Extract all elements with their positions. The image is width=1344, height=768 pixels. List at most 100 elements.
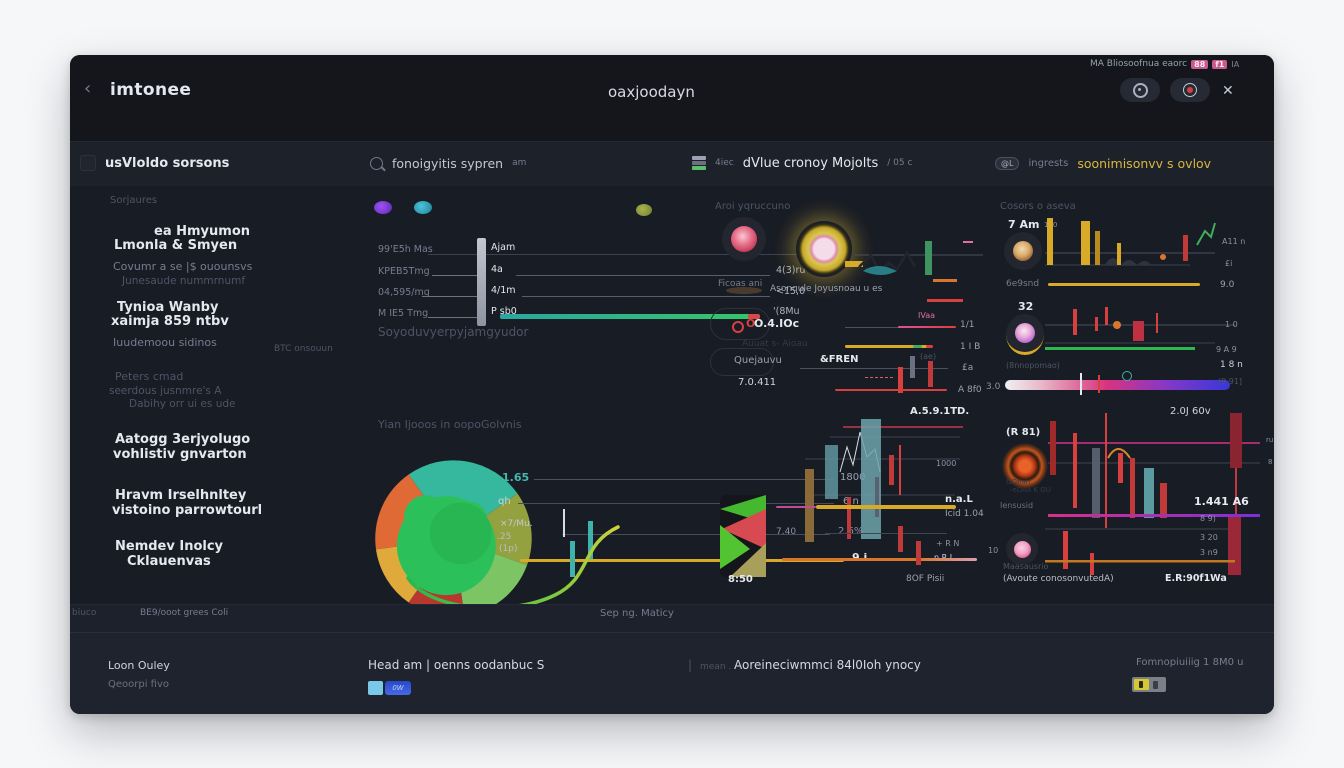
row-ghost-label: Auuat s- Aioau xyxy=(742,339,808,349)
candlestick-chart xyxy=(805,419,963,542)
ladder-center-bar[interactable] xyxy=(477,238,486,326)
row-value: 1 I B xyxy=(960,342,981,352)
sidebar-side-note: BTC onsouun xyxy=(274,344,333,354)
status-suffix: IA xyxy=(1231,59,1240,69)
sidebar-item[interactable]: Lmonla & Smyen xyxy=(114,238,238,253)
avatar-highlighted[interactable] xyxy=(796,221,852,277)
gradient-bar-marker xyxy=(1122,371,1132,381)
avatar[interactable] xyxy=(1004,232,1042,270)
toolbar-suffix: am xyxy=(512,158,527,168)
sidebar-item[interactable]: Cklauenvas xyxy=(127,554,211,569)
pie-tick xyxy=(563,509,565,537)
row-title: (R 81) xyxy=(1006,427,1041,438)
toolbar-group-layers[interactable]: 4iec dVlue cronoy Mojolts / 05 c xyxy=(692,141,912,185)
row-bar-red xyxy=(928,361,933,387)
row-value: (9 91] xyxy=(1218,377,1243,386)
avatar-orange[interactable] xyxy=(1002,443,1048,489)
ladder-mid-label: Ajam xyxy=(491,242,516,253)
avatar-shadow xyxy=(726,287,762,294)
row-value: A11 n xyxy=(1222,237,1246,246)
pill-outline[interactable] xyxy=(710,348,774,376)
pie-callout-value: 1800 xyxy=(840,472,866,483)
row-value: 9 A 9 xyxy=(1216,345,1237,354)
layers-icon xyxy=(692,156,706,170)
sidebar-item[interactable]: xaimja 859 ntbv xyxy=(111,314,229,329)
avatar[interactable] xyxy=(1006,533,1038,565)
back-icon[interactable]: ‹ xyxy=(84,78,92,99)
sidebar-item[interactable]: Peters cmad xyxy=(115,370,184,383)
row-left-label: OO6ah xyxy=(1006,478,1031,486)
sidebar-item[interactable]: Dabihy orr ui es ude xyxy=(129,398,236,410)
row-left-label: -eDAa K OU xyxy=(1010,486,1051,494)
row-left-label: 6e9snd xyxy=(1006,279,1040,289)
triangles-glyph xyxy=(720,495,766,577)
pie-chart[interactable] xyxy=(366,451,541,626)
row-title: 7 Am xyxy=(1008,218,1040,231)
yellow-line xyxy=(1048,283,1200,286)
sidebar-item[interactable]: Hravm Irselhnltey xyxy=(115,488,247,503)
toolbar-label: soonimisonvv s ovlov xyxy=(1077,155,1212,171)
toolbar-prefix: ingrests xyxy=(1028,157,1069,169)
sidebar-item[interactable]: vistoino parrowtourl xyxy=(112,503,263,518)
gradient-progress-bar[interactable] xyxy=(1005,380,1230,390)
row-bar-gray xyxy=(910,356,915,378)
pill-outline[interactable] xyxy=(710,308,770,340)
callout-line xyxy=(518,503,834,504)
footer-blue-badge[interactable]: 0W xyxy=(368,681,411,695)
badge-swatch xyxy=(368,681,383,695)
record-button[interactable] xyxy=(1170,78,1210,102)
pie-teal-bar xyxy=(570,541,575,577)
triangles-icon[interactable] xyxy=(720,495,766,577)
avatar[interactable] xyxy=(722,217,766,261)
pie-teal-bar xyxy=(588,521,593,559)
candle-chart-title: A.5.9.1TD. xyxy=(910,406,970,417)
pie-label: .25 xyxy=(497,532,512,542)
sidebar-item[interactable]: Iuudemoou sidinos xyxy=(113,336,217,349)
pie-callout-value: 1.65 xyxy=(502,471,530,484)
ladder-row-label: 04,595/mg xyxy=(378,287,430,298)
legend-dot-teal xyxy=(414,201,432,214)
footer-center-text: Head am | oenns oodanbuc S xyxy=(368,658,545,672)
sidebar-item[interactable]: Covumr a se |$ ouounsvs xyxy=(113,260,253,273)
band-right-label: Sep ng. Maticy xyxy=(600,608,674,619)
ladder-line xyxy=(422,296,478,297)
row-line xyxy=(845,327,945,328)
dashed-marker xyxy=(865,377,893,378)
ladder-line xyxy=(432,275,478,276)
sidebar-item[interactable]: seerdous jusnmre's A xyxy=(109,385,222,397)
row-value: £i xyxy=(1225,259,1233,268)
footer-mid-text: Aoreineciwmmci 84l0Ioh ynocy xyxy=(734,658,921,672)
sidebar-item[interactable]: vohlistiv gnvarton xyxy=(113,447,247,462)
candle-value: n R L xyxy=(934,553,954,562)
footer-left-subtitle: Qeoorpi fivo xyxy=(108,679,170,690)
toolbar-group-summary[interactable]: @L ingrests soonimisonvv s ovlov xyxy=(995,141,1211,185)
close-icon[interactable]: ✕ xyxy=(1222,83,1234,99)
row-value: 2.0J 60v xyxy=(1170,406,1211,417)
badge-figure xyxy=(1139,681,1143,688)
row-accent-line xyxy=(898,326,956,328)
status-badge: f1 xyxy=(1212,59,1228,69)
footer-separator: | xyxy=(688,658,693,672)
row-mid-label: &FREN xyxy=(820,354,859,365)
toolbar-group-views[interactable]: usVloldo sorsons xyxy=(80,141,229,185)
camera-button[interactable] xyxy=(1120,78,1160,102)
row-value: 1/1 xyxy=(960,320,975,330)
row-value: 8 9) xyxy=(1200,514,1216,523)
sidebar-item[interactable]: Tynioa Wanby xyxy=(117,300,219,315)
row-left-label: Maasausrio xyxy=(1003,562,1049,571)
ladder-row-label: KPEB5Tmg xyxy=(378,266,430,277)
sidebar-item[interactable]: Junesaude nummrnumf xyxy=(122,275,246,287)
sidebar-item[interactable]: Nemdev Inolcy xyxy=(115,539,224,554)
sidebar-item[interactable]: ea Hmyumon xyxy=(154,224,251,239)
sidebar-item[interactable]: Aatogg 3erjyolugo xyxy=(115,432,251,447)
badge-label: 0W xyxy=(385,681,411,695)
avatar-core xyxy=(1013,241,1033,261)
toolbar-suffix: / 05 c xyxy=(887,158,913,168)
status-area: MA Bliosoofnua eaorc 88 f1 IA xyxy=(1090,59,1239,69)
footer-yellow-badge[interactable] xyxy=(1132,677,1166,692)
status-badge: 88 xyxy=(1191,59,1209,69)
toolbar-group-search[interactable]: fonoigyitis sypren am xyxy=(370,141,526,185)
avatar[interactable] xyxy=(1006,314,1044,355)
row-value: 3 n9 xyxy=(1200,548,1218,557)
gradient-bar-scale: 3.0 xyxy=(986,382,1001,392)
